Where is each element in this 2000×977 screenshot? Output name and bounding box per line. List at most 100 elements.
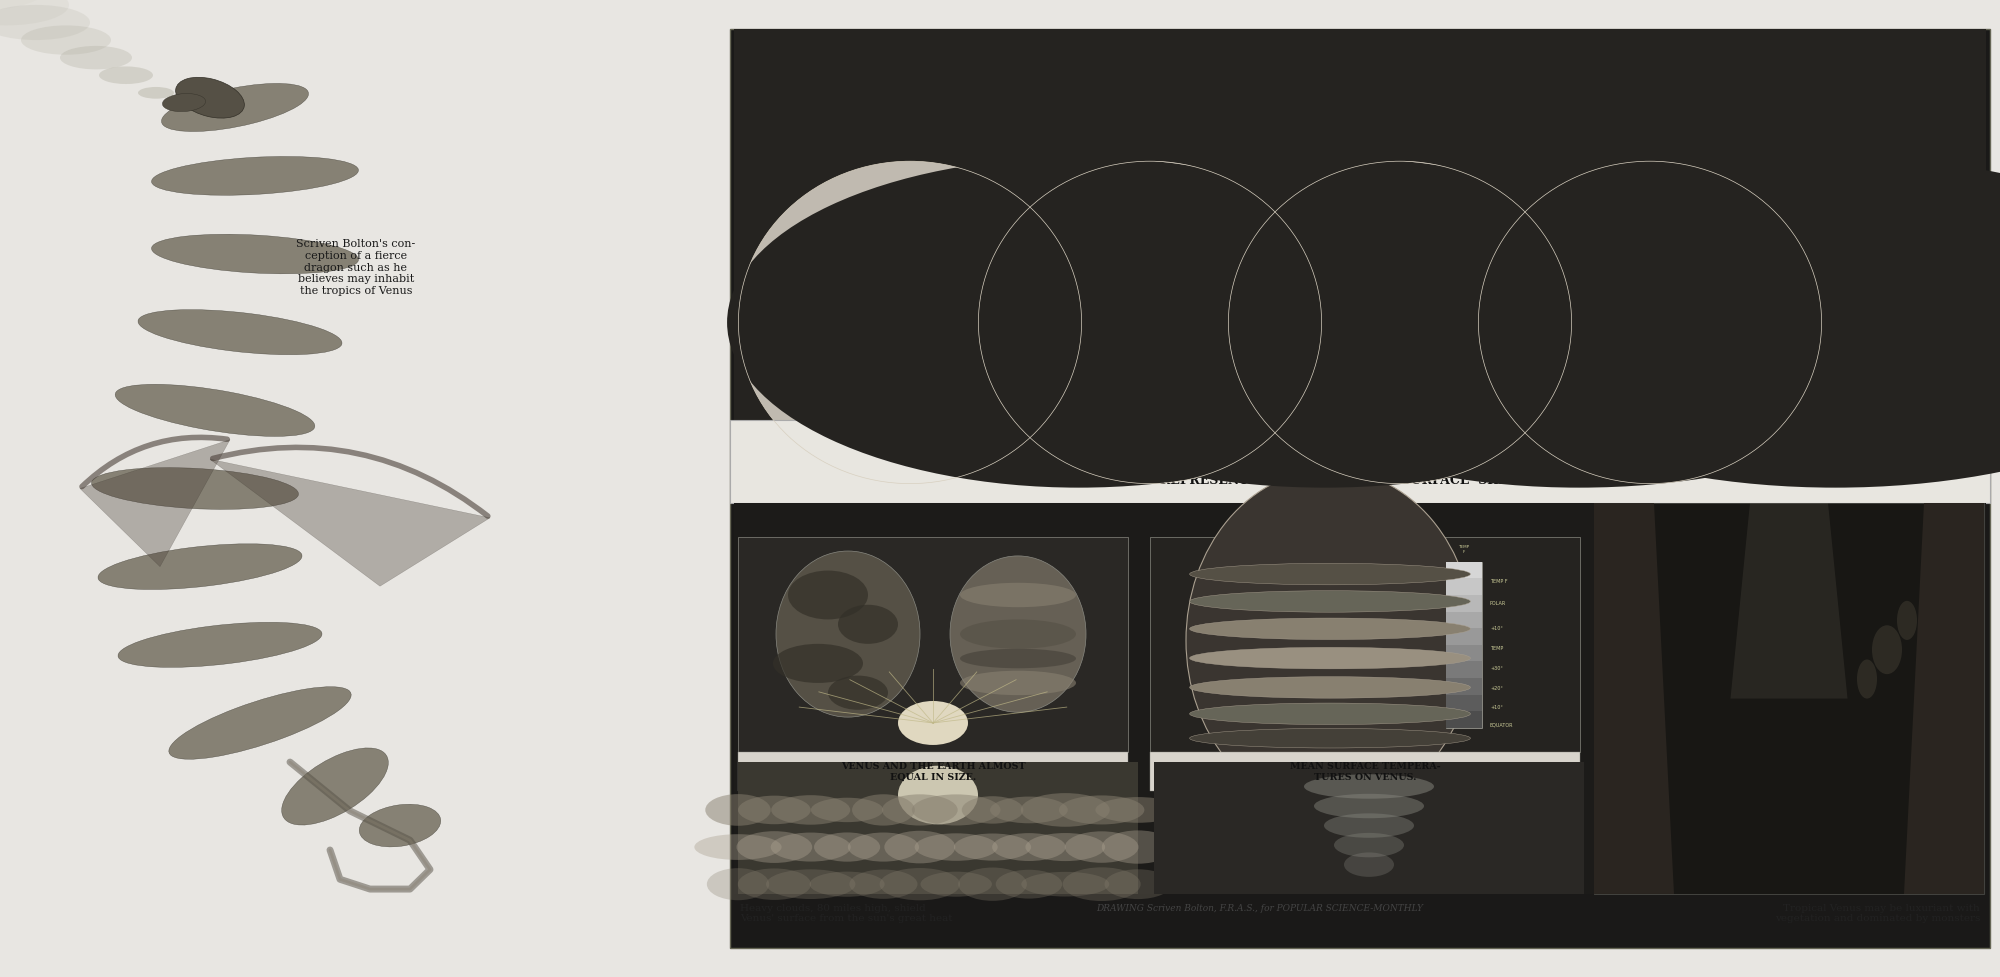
Ellipse shape	[960, 670, 1076, 696]
Ellipse shape	[118, 622, 322, 667]
Text: LATEST VIEWS OF VENUS, OBTAINED WITH THE 2-FOOT TELESCOPE: LATEST VIEWS OF VENUS, OBTAINED WITH THE…	[1110, 431, 1610, 445]
Text: Heavy clouds, 80 miles high, shield
Venus' surface from the sun's great heat: Heavy clouds, 80 miles high, shield Venu…	[740, 904, 952, 923]
Text: Scriven Bolton's con-
ception of a fierce
dragon such as he
believes may inhabit: Scriven Bolton's con- ception of a fierc…	[296, 239, 416, 296]
Ellipse shape	[990, 796, 1068, 824]
Ellipse shape	[152, 156, 358, 195]
Text: OF THE WATERLOO OBSERVATORY, LEEDS.         THE MARKINGS: OF THE WATERLOO OBSERVATORY, LEEDS. THE …	[1126, 452, 1594, 466]
Ellipse shape	[1646, 253, 1704, 264]
Ellipse shape	[960, 649, 1076, 668]
Ellipse shape	[1478, 161, 1822, 484]
Ellipse shape	[116, 384, 314, 437]
FancyArrowPatch shape	[212, 447, 488, 516]
Bar	[1446, 612, 1482, 628]
Ellipse shape	[1896, 601, 1916, 640]
Ellipse shape	[176, 77, 244, 118]
Text: +30°: +30°	[1490, 665, 1502, 670]
Ellipse shape	[1658, 350, 1720, 376]
Ellipse shape	[962, 796, 1024, 824]
Bar	[1150, 752, 1580, 791]
Ellipse shape	[1334, 832, 1404, 858]
Ellipse shape	[736, 831, 812, 863]
Polygon shape	[80, 440, 230, 567]
Ellipse shape	[728, 157, 1430, 488]
Ellipse shape	[1390, 386, 1450, 397]
Ellipse shape	[1062, 868, 1140, 901]
Ellipse shape	[1190, 729, 1470, 748]
Bar	[1446, 562, 1482, 728]
Ellipse shape	[838, 605, 898, 644]
Bar	[738, 537, 1128, 752]
Bar	[1446, 628, 1482, 645]
Ellipse shape	[888, 274, 924, 305]
Ellipse shape	[1274, 259, 1356, 284]
Ellipse shape	[92, 468, 298, 509]
Bar	[738, 762, 1138, 894]
Ellipse shape	[1324, 813, 1414, 838]
Ellipse shape	[0, 5, 90, 40]
Bar	[734, 503, 1986, 894]
Ellipse shape	[788, 571, 868, 619]
Bar	[1150, 537, 1580, 752]
Ellipse shape	[834, 311, 898, 326]
Ellipse shape	[0, 0, 48, 11]
Ellipse shape	[882, 794, 958, 826]
Ellipse shape	[1062, 308, 1100, 338]
Ellipse shape	[1190, 648, 1470, 669]
Ellipse shape	[1652, 258, 1730, 287]
Ellipse shape	[1020, 793, 1110, 827]
Ellipse shape	[1088, 360, 1190, 387]
Ellipse shape	[1414, 315, 1458, 340]
Ellipse shape	[810, 871, 884, 897]
Bar	[734, 29, 1986, 498]
Text: +10°: +10°	[1490, 625, 1502, 631]
Ellipse shape	[1058, 795, 1144, 825]
Ellipse shape	[1190, 677, 1470, 699]
Ellipse shape	[916, 362, 962, 375]
Ellipse shape	[1450, 157, 2000, 488]
Ellipse shape	[1064, 831, 1138, 863]
Bar	[1446, 578, 1482, 595]
Ellipse shape	[1540, 290, 1596, 311]
Bar	[738, 752, 1128, 791]
Ellipse shape	[1856, 659, 1876, 699]
Ellipse shape	[138, 310, 342, 355]
Ellipse shape	[1026, 833, 1106, 861]
Bar	[1446, 562, 1482, 578]
Ellipse shape	[978, 161, 1322, 484]
Ellipse shape	[960, 157, 1690, 488]
Ellipse shape	[770, 832, 850, 862]
Ellipse shape	[950, 556, 1086, 712]
Text: +20°: +20°	[1490, 686, 1502, 691]
Ellipse shape	[20, 25, 112, 55]
Bar	[1446, 661, 1482, 678]
Text: POLAR: POLAR	[1490, 601, 1506, 606]
Text: +10°: +10°	[1490, 705, 1502, 710]
Bar	[1594, 503, 1984, 894]
Ellipse shape	[1330, 302, 1374, 329]
Ellipse shape	[694, 834, 782, 860]
Text: TEMP
F: TEMP F	[1458, 545, 1470, 554]
Ellipse shape	[162, 83, 308, 132]
Ellipse shape	[776, 551, 920, 717]
Polygon shape	[1594, 503, 1674, 894]
Text: Tropical Venus may be luxuriant with
vegetation and dominated by monsters: Tropical Venus may be luxuriant with veg…	[1774, 904, 1980, 923]
Ellipse shape	[1190, 618, 1470, 640]
Ellipse shape	[834, 238, 918, 261]
Ellipse shape	[1104, 870, 1172, 899]
Ellipse shape	[1376, 303, 1462, 322]
Ellipse shape	[958, 868, 1026, 901]
Ellipse shape	[868, 390, 944, 402]
FancyArrowPatch shape	[82, 438, 228, 487]
Ellipse shape	[850, 870, 918, 899]
Polygon shape	[1904, 503, 1984, 894]
Ellipse shape	[1404, 298, 1462, 308]
Ellipse shape	[880, 868, 960, 901]
Bar	[1446, 695, 1482, 711]
Ellipse shape	[1190, 703, 1470, 725]
Ellipse shape	[1568, 385, 1622, 397]
Ellipse shape	[1314, 793, 1424, 819]
Ellipse shape	[282, 748, 388, 825]
Text: VENUS AND THE EARTH ALMOST
EQUAL IN SIZE.: VENUS AND THE EARTH ALMOST EQUAL IN SIZE…	[840, 762, 1026, 782]
Ellipse shape	[100, 66, 152, 84]
Ellipse shape	[0, 0, 68, 25]
